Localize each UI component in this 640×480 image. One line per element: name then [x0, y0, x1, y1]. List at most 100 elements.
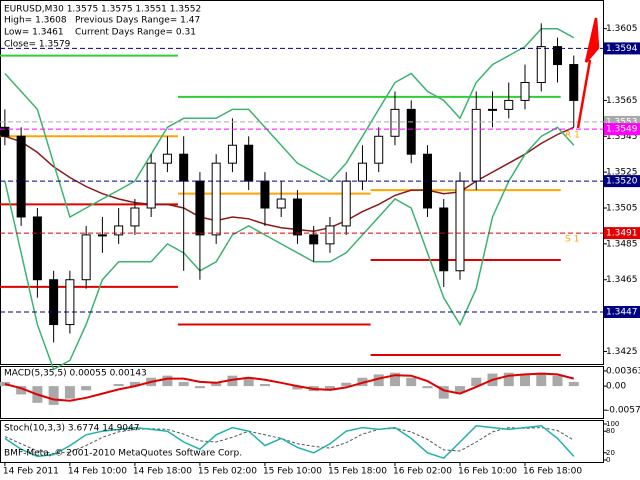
stoch-signal	[4, 427, 575, 455]
candle-body	[195, 180, 205, 236]
candle-body	[487, 108, 497, 111]
y-tick-label: 20	[606, 449, 615, 457]
indicator-line	[4, 126, 575, 371]
price-label-box	[604, 306, 640, 318]
price-label: 1.3594	[606, 44, 638, 54]
candle-body	[211, 162, 221, 236]
macd-bar	[536, 372, 547, 387]
macd-bar	[454, 386, 465, 393]
candle-body	[504, 99, 514, 110]
candle-body	[390, 108, 400, 137]
macd-panel	[0, 366, 604, 419]
macd-bar	[422, 386, 433, 389]
macd-bar	[162, 375, 173, 387]
candle-body	[97, 234, 107, 237]
macd-bar	[503, 372, 514, 387]
candle-body	[374, 135, 384, 164]
candle-body	[471, 108, 481, 182]
candle-body	[114, 225, 124, 236]
macd-bar	[243, 377, 254, 387]
candle-body	[569, 64, 579, 101]
main-panel	[0, 0, 604, 365]
candle-body	[0, 126, 10, 137]
curr-range: Current Days Range= 0.31	[75, 28, 196, 38]
y-tick-label: 0	[606, 456, 610, 464]
x-tick-label: 14 Feb 2011	[3, 467, 59, 477]
macd-bar	[48, 386, 59, 405]
y-tick-label: 1.3425	[606, 347, 638, 357]
macd-bar	[178, 381, 189, 387]
candle-body	[130, 207, 140, 227]
macd-bar	[568, 381, 579, 387]
macd-bar	[16, 386, 27, 395]
y-tick-label: -0.00575	[606, 406, 640, 416]
candle-body	[81, 234, 91, 281]
candle-body	[292, 198, 302, 236]
y-tick-label: 0.00	[606, 382, 626, 392]
x-tick-label: 16 Feb 18:00	[523, 467, 582, 477]
footer: BMF-Meta, © 2001-2010 MetaQuotes Softwar…	[4, 449, 242, 459]
forecast-arrow	[576, 17, 600, 129]
stoch-title: Stoch(10,3,3) 3.6774 14.9047	[4, 424, 139, 434]
macd-bar	[471, 377, 482, 387]
macd-bar	[341, 382, 352, 387]
price-label: 1.3491	[606, 229, 638, 239]
price-label: 1.3549	[606, 125, 638, 135]
candle-body	[32, 216, 42, 281]
price-label-box	[604, 175, 640, 188]
macd-bar	[211, 381, 222, 387]
y-tick-label: 1.3565	[606, 96, 638, 106]
x-tick-label: 14 Feb 10:00	[68, 467, 127, 477]
panels	[0, 0, 604, 463]
macd-bar	[292, 386, 303, 390]
stoch-panel	[0, 420, 604, 463]
macd-bar	[406, 377, 417, 387]
candle-body	[553, 46, 563, 66]
candle-body	[227, 144, 237, 164]
x-tick-label: 15 Feb 02:00	[198, 467, 257, 477]
macd-bar	[324, 386, 335, 390]
price-label: 1.3520	[606, 177, 638, 187]
candle-body	[179, 153, 189, 182]
y-tick-label: 100	[606, 420, 619, 428]
x-tick-label: 16 Feb 10:00	[458, 467, 517, 477]
stoch-main	[4, 425, 575, 460]
macd-bar	[113, 384, 124, 387]
macd-bar	[373, 374, 384, 387]
macd-bar	[194, 386, 205, 389]
macd-bar	[552, 375, 563, 387]
candle-body	[162, 153, 172, 164]
candle-body	[325, 225, 335, 245]
candle-body	[357, 162, 367, 182]
y-tick-label: 1.3525	[606, 168, 638, 178]
y-tick-label: 1.3605	[606, 24, 638, 34]
level-tag: S 1	[565, 235, 579, 245]
macd-signal	[4, 372, 575, 402]
header: EURUSD,M30 1.3575 1.3575 1.3551 1.3552 H…	[4, 5, 242, 459]
candle-body	[276, 198, 286, 209]
macd-bar	[81, 386, 92, 391]
y-tick-label: 1.3465	[606, 275, 638, 285]
candle-body	[244, 144, 254, 182]
candle-body	[260, 180, 270, 209]
candle-body	[439, 207, 449, 272]
y-tick-label: 0.00363	[606, 366, 640, 376]
candle-body	[146, 162, 156, 209]
symbol-line: EURUSD,M30 1.3575 1.3575 1.3551 1.3552	[4, 5, 201, 15]
price-label-box	[604, 123, 640, 136]
macd-bar	[64, 386, 75, 399]
candle-body	[341, 180, 351, 227]
macd-bar	[259, 384, 270, 387]
candle-body	[455, 180, 465, 272]
level-tag: R 1	[565, 131, 580, 141]
y-tick-label: 1.3505	[606, 204, 638, 214]
price-label: 1.3553	[606, 117, 638, 127]
low: Low= 1.3461	[4, 28, 64, 38]
candle-body	[406, 108, 416, 155]
candle-body	[16, 135, 26, 218]
candle-body	[65, 279, 75, 326]
macd-title: MACD(5,35,5) 0.00055 0.00143	[4, 369, 147, 379]
x-tick-label: 16 Feb 02:00	[393, 467, 452, 477]
candle-body	[536, 46, 546, 83]
